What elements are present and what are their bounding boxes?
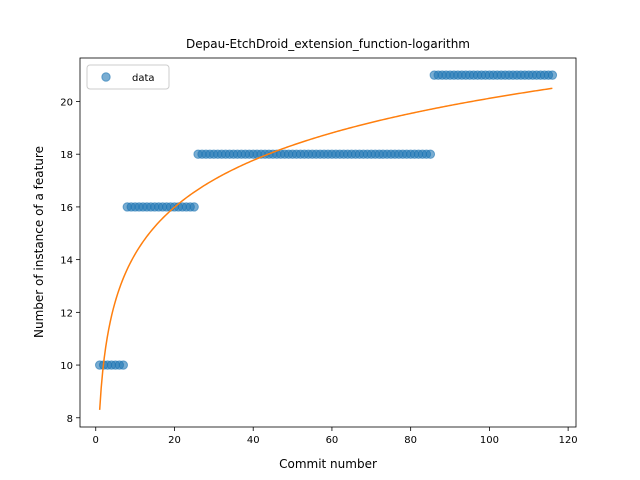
x-tick-label: 80 [404, 435, 417, 446]
x-tick-label: 0 [93, 435, 99, 446]
plot-area [79, 57, 577, 428]
legend-box [86, 64, 170, 90]
data-point [547, 70, 558, 80]
x-axis: 0 20 40 60 80 100 120 [93, 427, 578, 446]
y-tick-label: 16 [60, 203, 73, 214]
y-tick-label: 14 [60, 256, 73, 267]
data-point [118, 360, 129, 370]
x-axis-label: Commit number [279, 457, 377, 471]
y-tick-label: 18 [60, 150, 73, 161]
legend-marker [101, 72, 111, 82]
y-tick-label: 12 [60, 308, 73, 319]
y-tick-label: 8 [67, 414, 73, 425]
y-tick-label: 20 [60, 97, 73, 108]
x-tick-label: 20 [168, 435, 181, 446]
legend-label: data [132, 73, 155, 84]
x-tick-label: 100 [480, 435, 499, 446]
y-tick-label: 10 [60, 361, 73, 372]
x-tick-label: 60 [326, 435, 339, 446]
data-point [425, 149, 436, 159]
chart-title: Depau-EtchDroid_extension_function-logar… [186, 37, 470, 51]
legend: data [86, 64, 170, 90]
x-tick-label: 40 [247, 435, 260, 446]
plot-frame [79, 57, 577, 428]
x-tick-label: 120 [559, 435, 578, 446]
data-point [189, 202, 199, 212]
y-axis-label: Number of instance of a feature [32, 146, 46, 338]
y-axis: 8 10 12 14 16 18 20 [60, 97, 80, 425]
fit-line [98, 87, 553, 410]
